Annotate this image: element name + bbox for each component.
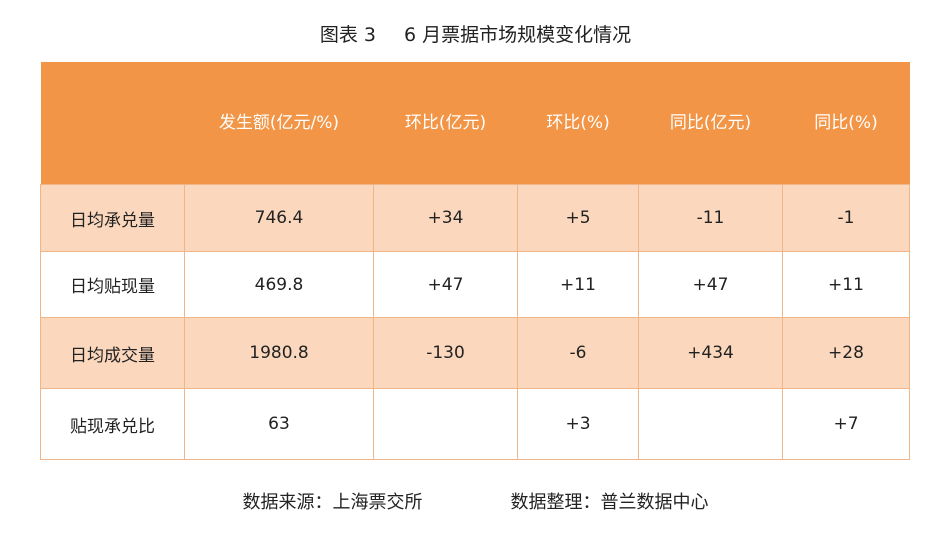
header-cell-blank [40,62,185,185]
row-label: 日均成交量 [40,317,185,389]
cell-amount: 746.4 [184,184,374,252]
row-label: 日均贴现量 [40,251,185,318]
header-cell-mom-amount: 环比(亿元) [373,62,518,185]
cell-yoy-amount: -11 [638,184,783,252]
row-label: 日均承兑量 [40,184,185,252]
table-row: 贴现承兑比 63 +3 +7 [40,388,910,460]
cell-mom-amount: +34 [373,184,518,252]
cell-mom-amount: +47 [373,251,518,318]
header-cell-yoy-pct: 同比(%) [782,62,910,185]
table-row: 日均成交量 1980.8 -130 -6 +434 +28 [40,317,910,389]
header-cell-amount: 发生额(亿元/%) [184,62,374,185]
cell-yoy-amount: +47 [638,251,783,318]
cell-amount: 63 [184,388,374,460]
cell-amount: 1980.8 [184,317,374,389]
table-row: 日均承兑量 746.4 +34 +5 -11 -1 [40,184,910,252]
table-row: 日均贴现量 469.8 +47 +11 +47 +11 [40,251,910,318]
cell-mom-pct: +5 [517,184,639,252]
cell-mom-amount: -130 [373,317,518,389]
data-compiled-text: 数据整理：普兰数据中心 [510,492,709,513]
market-scale-table: 发生额(亿元/%) 环比(亿元) 环比(%) 同比(亿元) 同比(%) 日均承兑… [40,62,910,460]
cell-mom-amount [373,388,518,460]
source-line: 数据来源：上海票交所 数据整理：普兰数据中心 [0,488,951,514]
row-label: 贴现承兑比 [40,388,185,460]
cell-yoy-pct: +7 [782,388,910,460]
cell-amount: 469.8 [184,251,374,318]
cell-mom-pct: -6 [517,317,639,389]
figure-title: 图表 3 6 月票据市场规模变化情况 [0,20,951,47]
cell-yoy-pct: -1 [782,184,910,252]
cell-mom-pct: +3 [517,388,639,460]
cell-yoy-pct: +11 [782,251,910,318]
figure-number: 图表 3 [319,24,376,46]
data-source-text: 数据来源：上海票交所 [242,492,423,513]
header-cell-mom-pct: 环比(%) [517,62,639,185]
cell-yoy-pct: +28 [782,317,910,389]
figure-title-text: 6 月票据市场规模变化情况 [404,24,632,46]
table-header-row: 发生额(亿元/%) 环比(亿元) 环比(%) 同比(亿元) 同比(%) [40,62,910,185]
header-cell-yoy-amount: 同比(亿元) [638,62,783,185]
cell-yoy-amount: +434 [638,317,783,389]
cell-mom-pct: +11 [517,251,639,318]
cell-yoy-amount [638,388,783,460]
